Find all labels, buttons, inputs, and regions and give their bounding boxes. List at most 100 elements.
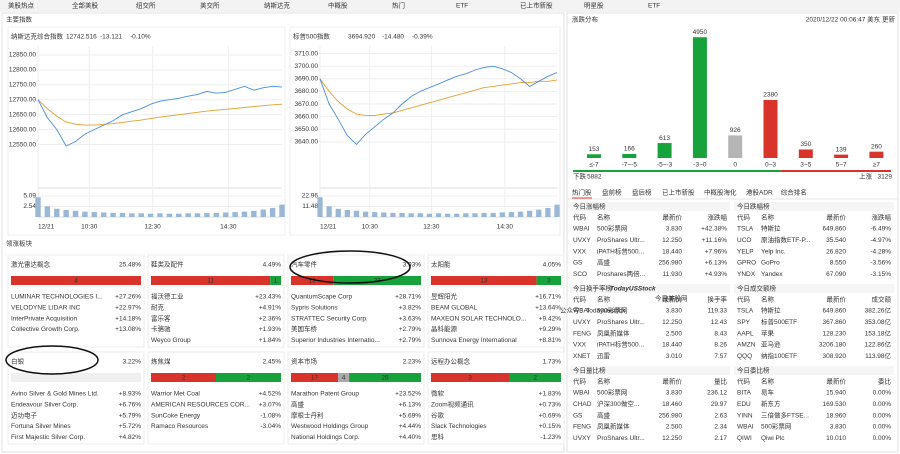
stock-name[interactable]: QuantumScape Corp	[291, 294, 352, 301]
table-cell[interactable]: Yelp Inc.	[761, 248, 786, 255]
ranking-tab[interactable]: 盘前榜	[602, 188, 622, 197]
stock-name[interactable]: MAXEON SOLAR TECHNOLO...	[431, 315, 526, 322]
nav-tab[interactable]: 美股热点	[8, 1, 35, 10]
table-cell[interactable]: YELP	[737, 248, 754, 255]
sector-name[interactable]: 资本市场	[291, 357, 318, 366]
stock-name[interactable]: Sunnova Energy International	[431, 337, 517, 344]
table-cell[interactable]: GS	[573, 260, 583, 267]
stock-name[interactable]: Warrior Met Coal	[151, 391, 200, 398]
stock-name[interactable]: 微软	[431, 389, 445, 398]
stock-name[interactable]: AMERICAN RESOURCES COR...	[151, 402, 250, 409]
table-cell[interactable]: AMZN	[737, 342, 756, 349]
stock-name[interactable]: 福沃德工业	[151, 292, 184, 301]
table-cell[interactable]: SPY	[737, 319, 751, 326]
table-cell[interactable]: 苹果	[761, 328, 775, 337]
stock-name[interactable]: 摩根士丹利	[291, 410, 324, 419]
stock-name[interactable]: SunCoke Energy	[151, 412, 201, 419]
stock-name[interactable]: 迈功电子	[11, 410, 38, 419]
table-cell[interactable]: WBAI	[737, 424, 754, 431]
stock-name[interactable]: Collective Growth Corp.	[11, 326, 80, 333]
table-cell[interactable]: 高盛	[597, 410, 611, 419]
table-cell[interactable]: TSLA	[737, 226, 754, 233]
table-cell[interactable]: 500彩票网	[597, 306, 627, 315]
table-cell[interactable]: 沪深300做空...	[597, 399, 639, 408]
table-cell[interactable]: YINN	[737, 412, 753, 419]
stock-name[interactable]: 富乐客	[151, 313, 171, 322]
table-cell[interactable]: SCO	[573, 271, 587, 278]
table-cell[interactable]: WBAI	[573, 308, 590, 315]
table-cell[interactable]: GPRO	[737, 260, 756, 267]
table-cell[interactable]: iPATH标普500...	[597, 340, 644, 349]
stock-name[interactable]: Avino Silver & Gold Mines Ltd.	[11, 391, 99, 398]
table-cell[interactable]: UVXY	[573, 319, 591, 326]
stock-name[interactable]: Fortuna Silver Mines	[11, 423, 71, 430]
table-cell[interactable]: WBAI	[573, 390, 590, 397]
table-cell[interactable]: YNDX	[737, 271, 756, 278]
table-cell[interactable]: 凤凰新媒体	[597, 328, 630, 337]
stock-name[interactable]: InterPrivate Acquisition	[11, 315, 78, 322]
table-cell[interactable]: Proshares两倍...	[597, 269, 645, 278]
stock-name[interactable]: National Holdings Corp.	[291, 434, 360, 441]
sector-name[interactable]: 白银	[11, 357, 25, 366]
sector-name[interactable]: 炼焦煤	[151, 357, 171, 366]
sector-name[interactable]: 汽车零件	[291, 260, 318, 269]
stock-name[interactable]: 晶科能源	[431, 324, 458, 333]
stock-name[interactable]: 谷歌	[431, 410, 445, 419]
stock-name[interactable]: First Majestic Silver Corp.	[11, 434, 85, 441]
nav-tab[interactable]: 全部美股	[72, 1, 99, 10]
stock-name[interactable]: Sypris Solutions	[291, 305, 338, 312]
table-cell[interactable]: 易车	[761, 388, 775, 397]
table-cell[interactable]: 500彩票网	[597, 224, 627, 233]
table-cell[interactable]: FENG	[573, 330, 591, 337]
table-cell[interactable]: XNET	[573, 353, 590, 360]
stock-name[interactable]: 卡骆驰	[151, 324, 171, 333]
stock-name[interactable]: LUMINAR TECHNOLOGIES I...	[11, 294, 103, 301]
stock-name[interactable]: BEAM GLOBAL	[431, 305, 478, 312]
ranking-tab[interactable]: 中概股海化	[704, 188, 737, 197]
nav-tab[interactable]: 热门	[392, 1, 405, 10]
table-cell[interactable]: 特斯拉	[761, 224, 781, 233]
table-cell[interactable]: ProShares Ultr...	[597, 319, 645, 326]
table-cell[interactable]: VXX	[573, 342, 587, 349]
table-cell[interactable]: GS	[573, 412, 583, 419]
table-cell[interactable]: Yandex	[761, 271, 783, 278]
sector-name[interactable]: 激光雷达概念	[11, 260, 51, 269]
table-cell[interactable]: UVXY	[573, 237, 591, 244]
table-cell[interactable]: TSLA	[737, 308, 754, 315]
table-cell[interactable]: UCO	[737, 237, 751, 244]
nav-tab[interactable]: 已上市新股	[520, 1, 553, 10]
stock-name[interactable]: 昱辉阳光	[431, 292, 458, 301]
table-cell[interactable]: 标普500ETF	[761, 317, 797, 326]
ranking-tab[interactable]: 热门股	[572, 188, 592, 197]
sector-name[interactable]: 太阳能	[431, 260, 451, 269]
nav-tab[interactable]: 中概股	[328, 1, 348, 10]
table-cell[interactable]: BITA	[737, 390, 752, 397]
stock-name[interactable]: Ramaco Resources	[151, 423, 209, 430]
table-cell[interactable]: 500彩票网	[761, 422, 791, 431]
stock-name[interactable]: Westwood Holdings Group	[291, 423, 369, 430]
stock-name[interactable]: Endeavour Silver Corp.	[11, 402, 78, 409]
stock-name[interactable]: Slack Technologies	[431, 423, 487, 430]
table-cell[interactable]: 凤凰新媒体	[597, 422, 630, 431]
stock-name[interactable]: 高盛	[291, 400, 305, 409]
table-cell[interactable]: 纳指100ETF	[761, 351, 797, 360]
nav-tab[interactable]: 明星股	[584, 2, 604, 10]
table-cell[interactable]: ProShares Ultr...	[597, 237, 645, 244]
ranking-tab[interactable]: 港股ADR	[746, 188, 773, 197]
sector-name[interactable]: 鞋类及配件	[151, 260, 184, 269]
table-cell[interactable]: EDU	[737, 401, 751, 408]
table-cell[interactable]: 特斯拉	[761, 306, 781, 315]
stock-name[interactable]: 美国车桥	[291, 324, 318, 333]
table-cell[interactable]: 迅雷	[597, 352, 610, 360]
stock-name[interactable]: VELODYNE LIDAR INC	[11, 305, 81, 312]
stock-name[interactable]: 耐克	[151, 304, 165, 312]
nav-tab[interactable]: ETF	[648, 3, 660, 10]
ranking-tab[interactable]: 综合排名	[781, 188, 807, 197]
table-cell[interactable]: UVXY	[573, 435, 591, 442]
table-cell[interactable]: iPATH标普500...	[597, 246, 644, 255]
table-cell[interactable]: GoPro	[761, 260, 780, 267]
table-cell[interactable]: Qiwi Plc	[761, 435, 785, 442]
table-cell[interactable]: VXX	[573, 248, 587, 255]
stock-name[interactable]: Marathon Patent Group	[291, 391, 359, 398]
table-cell[interactable]: CHAD	[573, 401, 592, 408]
